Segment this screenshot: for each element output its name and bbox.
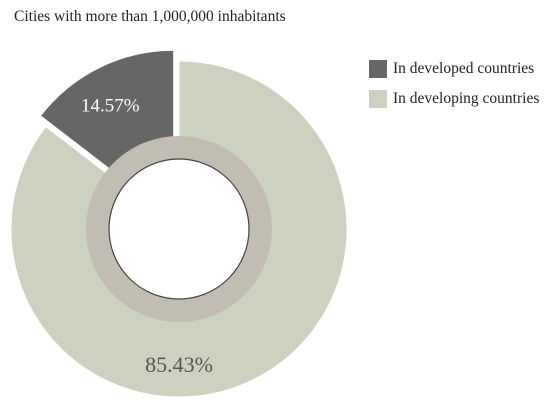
chart-title: Cities with more than 1,000,000 inhabita… bbox=[14, 8, 286, 25]
legend-label-developed: In developed countries bbox=[393, 60, 535, 77]
legend: In developed countries In developing cou… bbox=[369, 58, 539, 118]
inner-ring-band bbox=[86, 136, 272, 322]
data-label-developing: 85.43% bbox=[145, 352, 213, 377]
legend-item-developed: In developed countries bbox=[369, 58, 539, 80]
donut-hole bbox=[108, 158, 250, 300]
legend-item-developing: In developing countries bbox=[369, 88, 539, 110]
legend-swatch-developed bbox=[369, 60, 387, 78]
legend-swatch-developing bbox=[369, 90, 387, 108]
data-label-developed: 14.57% bbox=[81, 95, 140, 116]
legend-label-developing: In developing countries bbox=[393, 90, 540, 107]
